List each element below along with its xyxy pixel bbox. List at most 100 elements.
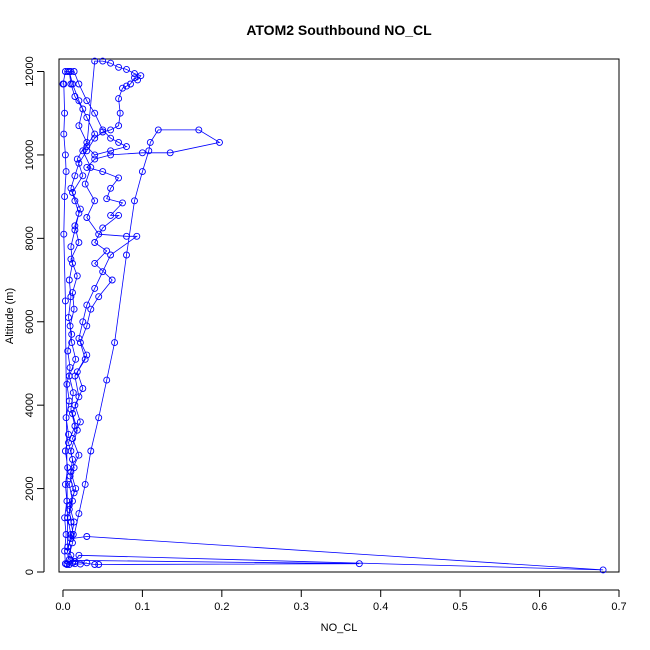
- data-point: [99, 224, 107, 232]
- data-point: [79, 318, 87, 326]
- data-point: [115, 174, 123, 182]
- data-point: [61, 151, 69, 159]
- data-point: [71, 197, 79, 205]
- data-point: [154, 126, 162, 134]
- x-axis: 0.0 0.1 0.2 0.3 0.4 0.5 0.6 0.7: [55, 589, 627, 613]
- data-point: [76, 205, 84, 213]
- data-point: [67, 184, 75, 192]
- data-point: [146, 138, 154, 146]
- data-point: [91, 57, 99, 65]
- x-tick-label: 0.1: [135, 601, 150, 613]
- data-point: [63, 380, 71, 388]
- data-point: [61, 547, 69, 555]
- data-point: [83, 214, 91, 221]
- data-point: [69, 289, 76, 297]
- data-point: [69, 259, 76, 267]
- data-point: [70, 489, 78, 497]
- data-point: [67, 68, 75, 75]
- y-tick-label: 2000: [24, 476, 36, 500]
- data-point: [123, 82, 130, 90]
- y-axis-label: Altitude (m): [4, 288, 16, 344]
- data-point: [91, 284, 99, 292]
- data-point: [119, 84, 126, 92]
- data-point: [83, 113, 91, 121]
- data-point: [61, 514, 69, 522]
- data-point: [91, 151, 99, 159]
- data-point: [91, 155, 99, 163]
- data-point: [87, 305, 95, 313]
- data-point: [99, 268, 107, 276]
- data-point: [81, 355, 89, 363]
- data-point: [67, 447, 75, 455]
- data-point: [73, 426, 81, 434]
- data-point: [71, 226, 79, 234]
- data-point: [123, 65, 130, 73]
- y-tick-label: 12000: [24, 56, 36, 87]
- data-point: [61, 68, 69, 75]
- data-point: [116, 109, 124, 117]
- data-point: [83, 559, 91, 567]
- data-point: [95, 230, 103, 238]
- x-tick-label: 0.6: [532, 601, 547, 613]
- x-tick-label: 0.7: [611, 601, 626, 613]
- data-point: [70, 305, 78, 313]
- data-point: [76, 339, 84, 347]
- data-point: [83, 147, 91, 155]
- data-point: [123, 251, 130, 259]
- data-point: [91, 134, 99, 142]
- chart-title: ATOM2 Southbound NO_CL: [246, 22, 432, 38]
- data-point: [79, 105, 87, 113]
- data-point: [69, 455, 76, 463]
- data-point: [111, 339, 119, 347]
- data-point: [65, 276, 73, 284]
- data-point: [64, 514, 72, 522]
- data-point: [355, 560, 363, 568]
- data-point: [103, 195, 111, 203]
- data-point: [71, 558, 79, 566]
- data-point: [91, 130, 99, 138]
- data-point: [91, 197, 99, 205]
- data-point: [138, 168, 146, 176]
- data-point: [69, 539, 76, 547]
- data-point: [61, 109, 69, 117]
- x-tick-label: 0.3: [294, 601, 309, 613]
- data-point: [108, 276, 116, 284]
- data-point: [61, 297, 69, 305]
- data-point: [107, 211, 115, 219]
- data-point: [75, 159, 83, 167]
- data-point: [69, 389, 77, 397]
- x-tick-label: 0.5: [452, 601, 467, 613]
- data-point: [75, 551, 83, 559]
- data-point: [95, 561, 103, 568]
- data-point: [83, 351, 91, 359]
- data-point: [69, 410, 76, 417]
- data-point: [66, 364, 74, 372]
- data-point: [61, 480, 69, 488]
- data-point: [83, 97, 91, 105]
- series-line: [62, 60, 604, 571]
- data-point: [67, 405, 75, 413]
- data-point: [81, 480, 89, 488]
- data-point: [64, 464, 72, 472]
- data-point: [81, 180, 89, 188]
- data-point: [65, 505, 73, 513]
- data-point: [75, 451, 83, 459]
- data-point: [76, 560, 84, 568]
- data-point: [75, 97, 83, 105]
- data-point: [67, 535, 75, 543]
- data-point: [61, 560, 69, 568]
- data-point: [83, 163, 91, 171]
- data-point: [67, 255, 75, 263]
- data-point: [79, 385, 87, 392]
- data-point: [62, 168, 70, 176]
- data-point: [67, 293, 75, 301]
- data-point: [83, 533, 91, 540]
- data-point: [64, 347, 72, 355]
- data-point: [72, 485, 80, 493]
- y-tick-label: 10000: [24, 140, 36, 171]
- data-point: [91, 239, 99, 246]
- data-point: [65, 314, 72, 322]
- data-point: [115, 63, 123, 71]
- data-point: [83, 138, 91, 146]
- data-point: [107, 147, 115, 155]
